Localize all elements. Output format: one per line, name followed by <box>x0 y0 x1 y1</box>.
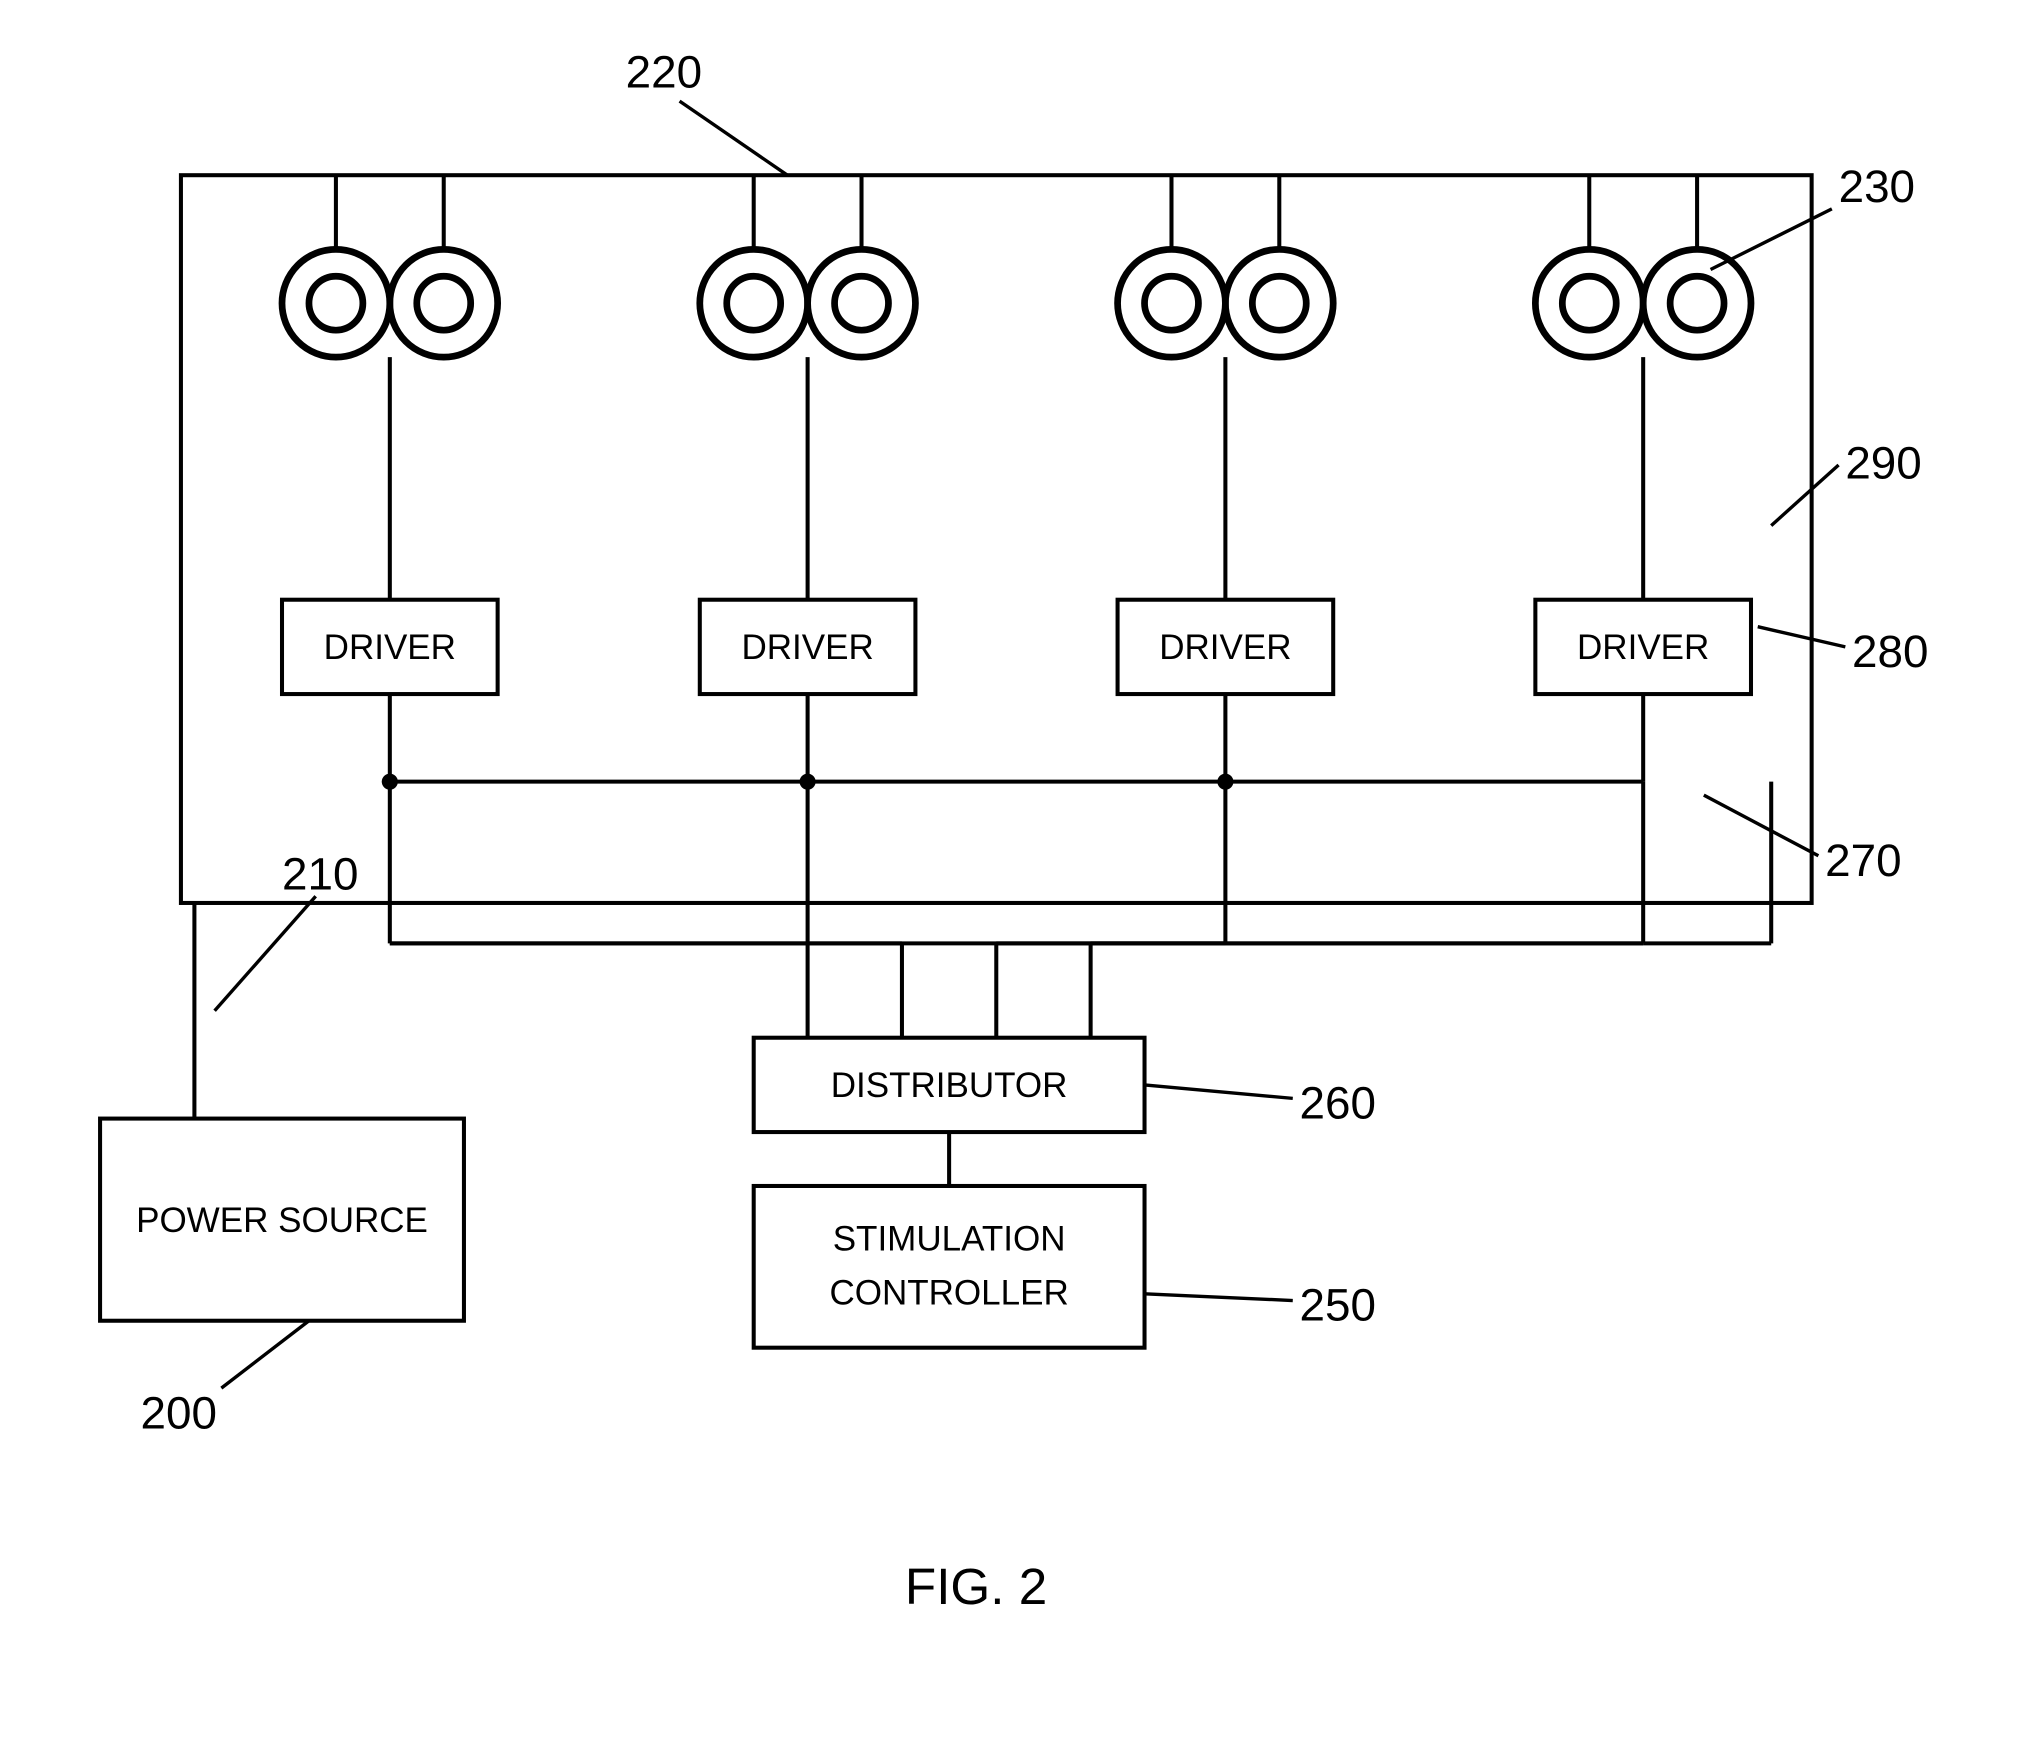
svg-text:POWER SOURCE: POWER SOURCE <box>136 1201 428 1240</box>
svg-text:210: 210 <box>282 848 358 899</box>
svg-text:260: 260 <box>1300 1078 1376 1129</box>
svg-text:220: 220 <box>626 47 702 98</box>
svg-text:270: 270 <box>1825 835 1901 886</box>
svg-text:250: 250 <box>1300 1280 1376 1331</box>
svg-text:STIMULATION: STIMULATION <box>833 1220 1066 1259</box>
svg-text:280: 280 <box>1852 626 1928 677</box>
svg-text:DRIVER: DRIVER <box>324 628 456 667</box>
svg-text:FIG. 2: FIG. 2 <box>905 1558 1047 1615</box>
svg-text:CONTROLLER: CONTROLLER <box>829 1274 1068 1313</box>
svg-text:DISTRIBUTOR: DISTRIBUTOR <box>831 1066 1068 1105</box>
svg-text:200: 200 <box>141 1388 217 1439</box>
svg-text:DRIVER: DRIVER <box>741 628 873 667</box>
svg-text:DRIVER: DRIVER <box>1159 628 1291 667</box>
svg-text:290: 290 <box>1845 437 1921 488</box>
svg-text:230: 230 <box>1839 161 1915 212</box>
svg-text:DRIVER: DRIVER <box>1577 628 1709 667</box>
